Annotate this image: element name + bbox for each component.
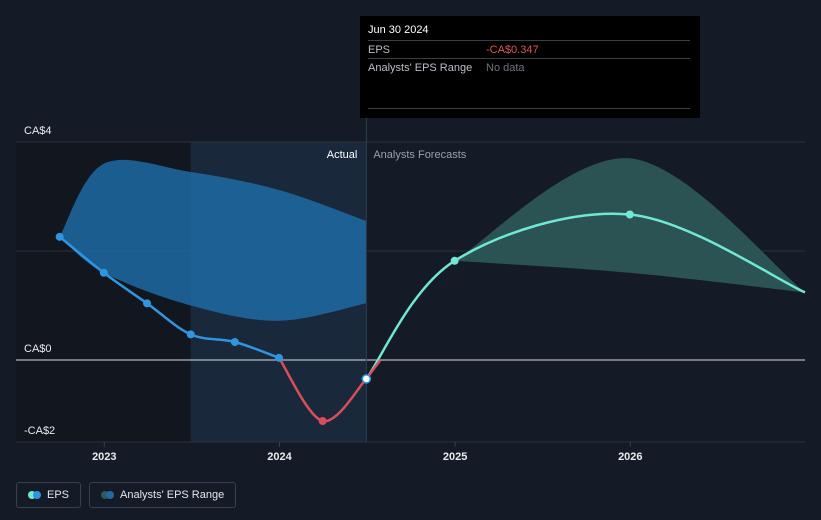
tooltip: Jun 30 2024 EPS -CA$0.347 Analysts' EPS … bbox=[360, 16, 700, 118]
legend-eps-label: EPS bbox=[47, 489, 70, 501]
x-tick-label: 2026 bbox=[618, 451, 642, 463]
forecast-line bbox=[365, 212, 806, 380]
eps-point[interactable] bbox=[55, 232, 64, 241]
tooltip-divider bbox=[368, 108, 690, 109]
forecast-label: Analysts Forecasts bbox=[373, 149, 466, 161]
eps-point[interactable] bbox=[99, 268, 108, 277]
past-eps-range bbox=[59, 159, 367, 321]
eps-point[interactable] bbox=[186, 330, 195, 339]
eps-line-positive bbox=[58, 235, 280, 359]
x-axis-labels: 2023 2024 2025 2026 bbox=[92, 442, 643, 463]
tooltip-row-eps: EPS -CA$0.347 bbox=[368, 40, 690, 58]
data-points bbox=[55, 210, 634, 426]
forecast-eps-range bbox=[454, 158, 805, 293]
eps-point[interactable] bbox=[275, 353, 283, 362]
tooltip-row-range: Analysts' EPS Range No data bbox=[368, 58, 690, 76]
eps-legend-icon bbox=[28, 491, 41, 499]
y-tick-label: CA$0 bbox=[24, 343, 52, 355]
actual-label: Actual bbox=[327, 149, 358, 161]
y-tick-label: CA$4 bbox=[24, 125, 52, 137]
tooltip-range-label: Analysts' EPS Range bbox=[368, 62, 473, 74]
tooltip-eps-label: EPS bbox=[368, 44, 391, 56]
x-tick-label: 2025 bbox=[443, 451, 467, 463]
eps-range-legend-icon bbox=[101, 491, 115, 499]
eps-point[interactable] bbox=[361, 374, 372, 384]
legend-item-eps-range[interactable]: Analysts' EPS Range bbox=[89, 482, 237, 508]
tooltip-range-value: No data bbox=[486, 62, 525, 74]
tooltip-date: Jun 30 2024 bbox=[368, 24, 429, 36]
x-tick-label: 2024 bbox=[267, 451, 292, 463]
eps-point[interactable] bbox=[143, 299, 152, 308]
eps-point[interactable] bbox=[230, 338, 239, 347]
legend: EPS Analysts' EPS Range bbox=[16, 482, 237, 508]
legend-eps-range-label: Analysts' EPS Range bbox=[120, 489, 225, 501]
y-axis-labels: CA$4 CA$0 -CA$2 bbox=[24, 125, 55, 437]
forecast-point[interactable] bbox=[450, 256, 459, 265]
x-tick-label: 2023 bbox=[92, 451, 116, 463]
legend-item-eps[interactable]: EPS bbox=[16, 482, 82, 508]
y-tick-label: -CA$2 bbox=[24, 425, 55, 437]
forecast-point[interactable] bbox=[625, 210, 634, 219]
tooltip-eps-value: -CA$0.347 bbox=[486, 44, 539, 56]
eps-point[interactable] bbox=[318, 417, 327, 426]
